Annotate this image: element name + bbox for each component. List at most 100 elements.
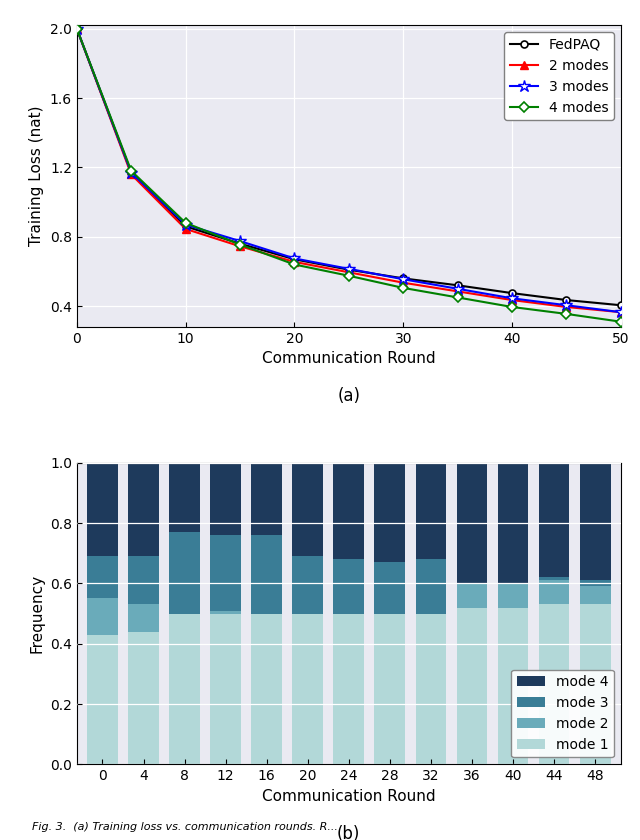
2 modes xyxy=(73,24,81,34)
FedPAQ xyxy=(127,167,135,177)
3 modes xyxy=(236,236,244,246)
Bar xyxy=(210,611,241,613)
Text: (b): (b) xyxy=(337,825,360,840)
Bar xyxy=(498,463,529,583)
3 modes xyxy=(127,167,135,177)
Bar xyxy=(498,583,529,607)
4 modes xyxy=(563,309,570,319)
X-axis label: Communication Round: Communication Round xyxy=(262,789,436,804)
2 modes xyxy=(291,257,298,267)
4 modes xyxy=(291,260,298,270)
Bar xyxy=(415,463,446,559)
Bar xyxy=(210,613,241,764)
Legend: FedPAQ, 2 modes, 3 modes, 4 modes: FedPAQ, 2 modes, 3 modes, 4 modes xyxy=(504,32,614,120)
3 modes xyxy=(182,219,189,229)
FedPAQ xyxy=(617,300,625,310)
4 modes xyxy=(236,239,244,249)
3 modes xyxy=(345,264,353,274)
4 modes xyxy=(73,24,81,34)
3 modes xyxy=(73,24,81,34)
3 modes xyxy=(399,274,407,284)
Bar xyxy=(580,605,611,764)
4 modes xyxy=(127,165,135,176)
Line: 4 modes: 4 modes xyxy=(74,25,624,325)
4 modes xyxy=(399,283,407,293)
FedPAQ xyxy=(291,255,298,265)
Bar xyxy=(210,463,241,535)
X-axis label: Communication Round: Communication Round xyxy=(262,351,436,366)
Legend: mode 4, mode 3, mode 2, mode 1: mode 4, mode 3, mode 2, mode 1 xyxy=(511,669,614,758)
Bar xyxy=(539,605,570,764)
FedPAQ xyxy=(236,239,244,249)
Bar xyxy=(333,463,364,559)
Bar xyxy=(539,580,570,605)
Bar xyxy=(456,463,488,583)
FedPAQ xyxy=(345,265,353,275)
2 modes xyxy=(127,170,135,180)
Bar xyxy=(456,607,488,764)
Bar xyxy=(539,463,570,577)
Text: (a): (a) xyxy=(337,387,360,405)
Bar xyxy=(374,613,405,764)
Bar xyxy=(292,463,323,556)
4 modes xyxy=(617,317,625,327)
2 modes xyxy=(454,286,461,297)
Bar xyxy=(128,556,159,605)
Bar xyxy=(580,463,611,580)
Bar xyxy=(539,577,570,580)
Bar xyxy=(252,463,282,535)
Bar xyxy=(292,556,323,613)
4 modes xyxy=(508,302,516,312)
4 modes xyxy=(345,270,353,281)
Bar xyxy=(169,463,200,532)
3 modes xyxy=(563,300,570,310)
Bar xyxy=(374,463,405,562)
Bar xyxy=(333,613,364,764)
Y-axis label: Training Loss (nat): Training Loss (nat) xyxy=(29,106,44,246)
Bar xyxy=(169,613,200,764)
3 modes xyxy=(508,293,516,303)
2 modes xyxy=(617,307,625,318)
Bar xyxy=(128,632,159,764)
Bar xyxy=(87,463,118,556)
4 modes xyxy=(454,292,461,302)
Bar xyxy=(128,605,159,632)
Bar xyxy=(333,559,364,613)
Bar xyxy=(374,562,405,613)
2 modes xyxy=(399,278,407,288)
2 modes xyxy=(236,241,244,251)
Bar xyxy=(415,613,446,764)
Bar xyxy=(292,613,323,764)
FedPAQ xyxy=(399,273,407,283)
Bar xyxy=(580,580,611,586)
FedPAQ xyxy=(563,295,570,305)
FedPAQ xyxy=(182,221,189,231)
Line: 2 modes: 2 modes xyxy=(72,24,625,317)
2 modes xyxy=(182,224,189,234)
Bar xyxy=(252,535,282,613)
Bar xyxy=(415,559,446,613)
Bar xyxy=(128,463,159,556)
Bar xyxy=(456,583,488,607)
Bar xyxy=(87,635,118,764)
Text: Fig. 3.  (a) Training loss vs. communication rounds. R...: Fig. 3. (a) Training loss vs. communicat… xyxy=(32,822,338,832)
Bar xyxy=(87,556,118,598)
2 modes xyxy=(345,267,353,277)
Y-axis label: Frequency: Frequency xyxy=(29,574,44,654)
3 modes xyxy=(617,307,625,318)
4 modes xyxy=(182,218,189,228)
Bar xyxy=(169,532,200,613)
FedPAQ xyxy=(73,24,81,34)
Bar xyxy=(252,613,282,764)
Bar xyxy=(210,535,241,611)
Bar xyxy=(498,607,529,764)
2 modes xyxy=(563,302,570,312)
3 modes xyxy=(454,284,461,294)
Bar xyxy=(580,586,611,605)
FedPAQ xyxy=(454,281,461,291)
Line: FedPAQ: FedPAQ xyxy=(74,25,624,309)
3 modes xyxy=(291,254,298,264)
FedPAQ xyxy=(508,288,516,298)
Line: 3 modes: 3 modes xyxy=(70,23,627,318)
Bar xyxy=(87,598,118,635)
